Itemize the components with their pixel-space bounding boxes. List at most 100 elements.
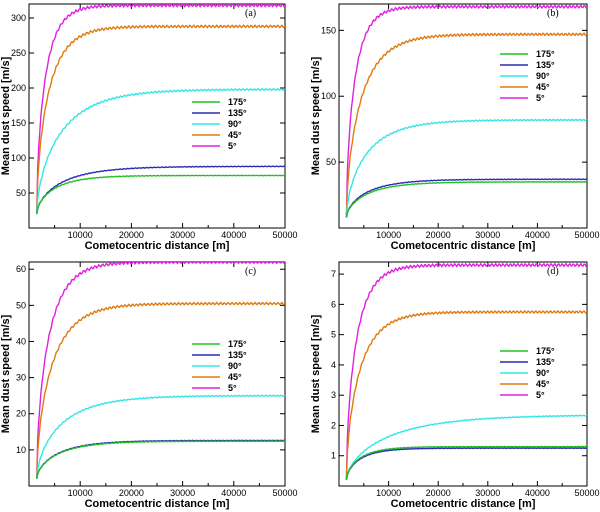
x-axis-title: Cometocentric distance [m] bbox=[85, 240, 230, 252]
series-line-135 bbox=[36, 439, 285, 479]
series-line-45 bbox=[345, 309, 587, 480]
chart-panel-3: 10000 20000 30000 40000 50000 10 20 30 40 50 60 Com… bbox=[0, 261, 298, 510]
y-tick-label: 30 bbox=[16, 373, 26, 383]
legend-label-90: 90° bbox=[536, 368, 550, 378]
x-tick-label: 10000 bbox=[68, 488, 93, 498]
series-line-90 bbox=[345, 414, 587, 480]
plot-frame bbox=[28, 261, 286, 487]
x-tick-label: 50000 bbox=[272, 230, 297, 240]
panel-tag: (a) bbox=[245, 8, 256, 19]
series-line-45 bbox=[36, 301, 285, 478]
legend-label-135: 135° bbox=[536, 357, 555, 367]
series-line-135 bbox=[345, 447, 587, 481]
legend-label-90: 90° bbox=[536, 71, 550, 81]
series-line-175 bbox=[345, 445, 587, 481]
legend-label-90: 90° bbox=[228, 119, 242, 129]
y-tick-label: 5 bbox=[331, 330, 336, 340]
series-line-5 bbox=[345, 262, 587, 480]
series-line-135 bbox=[345, 178, 587, 218]
series-line-45 bbox=[36, 24, 285, 214]
legend-label-45: 45° bbox=[228, 130, 242, 140]
legend-label-135: 135° bbox=[228, 108, 247, 118]
x-tick-label: 40000 bbox=[221, 230, 246, 240]
chart-panel-2: 10000 20000 30000 40000 50000 50 100 150 Cometoc… bbox=[310, 3, 600, 252]
y-tick-label: 50 bbox=[16, 188, 26, 198]
chart-panel-4: 10000 20000 30000 40000 50000 1 2 3 4 5 6 7 Cometoce… bbox=[310, 261, 600, 510]
x-tick-label: 50000 bbox=[574, 488, 599, 498]
series-line-45 bbox=[345, 32, 587, 217]
series-line-175 bbox=[345, 180, 587, 218]
legend-label-45: 45° bbox=[536, 379, 550, 389]
x-tick-label: 50000 bbox=[272, 488, 297, 498]
x-tick-label: 10000 bbox=[376, 230, 401, 240]
y-axis-title: Mean dust speed [m/s] bbox=[310, 314, 322, 433]
x-tick-label: 40000 bbox=[221, 488, 246, 498]
panel-tag: (d) bbox=[547, 266, 559, 277]
panel-tag: (b) bbox=[547, 8, 559, 19]
series-line-5 bbox=[36, 4, 285, 215]
y-tick-label: 100 bbox=[321, 91, 336, 101]
series-line-175 bbox=[36, 174, 285, 215]
legend: 175°135°90°45°5° bbox=[192, 339, 247, 393]
y-axis-title: Mean dust speed [m/s] bbox=[0, 314, 12, 433]
legend: 175°135°90°45°5° bbox=[500, 49, 555, 103]
x-axis-title: Cometocentric distance [m] bbox=[391, 240, 536, 252]
x-tick-label: 20000 bbox=[119, 488, 144, 498]
legend-label-5: 5° bbox=[536, 390, 545, 400]
legend-label-175: 175° bbox=[536, 49, 555, 59]
y-tick-label: 1 bbox=[331, 451, 336, 461]
legend: 175°135°90°45°5° bbox=[192, 97, 247, 151]
x-axis-title: Cometocentric distance [m] bbox=[85, 498, 230, 510]
y-tick-label: 60 bbox=[16, 264, 26, 274]
series-line-90 bbox=[345, 118, 587, 217]
panel-tag: (c) bbox=[245, 266, 256, 277]
x-tick-label: 30000 bbox=[475, 488, 500, 498]
y-tick-label: 300 bbox=[11, 13, 26, 23]
legend-label-90: 90° bbox=[228, 361, 242, 371]
legend-label-5: 5° bbox=[228, 383, 237, 393]
series-line-135 bbox=[36, 165, 285, 215]
legend-label-135: 135° bbox=[536, 60, 555, 70]
y-axis-title: Mean dust speed [m/s] bbox=[0, 56, 12, 175]
x-tick-label: 30000 bbox=[170, 230, 195, 240]
x-tick-label: 50000 bbox=[574, 230, 599, 240]
legend-label-175: 175° bbox=[228, 97, 247, 107]
series-line-5 bbox=[345, 4, 587, 218]
x-tick-label: 30000 bbox=[170, 488, 195, 498]
y-tick-label: 3 bbox=[331, 390, 336, 400]
y-tick-label: 200 bbox=[11, 83, 26, 93]
legend-label-135: 135° bbox=[228, 350, 247, 360]
chart-panel-1: 10000 20000 30000 40000 50000 50 100 150 200 250 3… bbox=[0, 3, 298, 252]
legend-label-45: 45° bbox=[228, 372, 242, 382]
y-tick-label: 6 bbox=[331, 299, 336, 309]
y-tick-label: 250 bbox=[11, 48, 26, 58]
x-tick-label: 10000 bbox=[68, 230, 93, 240]
x-tick-label: 20000 bbox=[426, 230, 451, 240]
y-tick-label: 20 bbox=[16, 409, 26, 419]
x-tick-label: 40000 bbox=[525, 488, 550, 498]
y-axis-title: Mean dust speed [m/s] bbox=[310, 56, 322, 175]
y-tick-label: 150 bbox=[321, 25, 336, 35]
legend-label-175: 175° bbox=[228, 339, 247, 349]
y-tick-label: 2 bbox=[331, 420, 336, 430]
legend: 175°135°90°45°5° bbox=[500, 346, 555, 400]
legend-label-5: 5° bbox=[536, 93, 545, 103]
x-tick-label: 40000 bbox=[525, 230, 550, 240]
y-tick-label: 4 bbox=[331, 360, 336, 370]
legend-label-5: 5° bbox=[228, 141, 237, 151]
y-tick-label: 50 bbox=[326, 157, 336, 167]
series-line-5 bbox=[36, 262, 285, 479]
y-tick-label: 100 bbox=[11, 153, 26, 163]
y-tick-label: 10 bbox=[16, 445, 26, 455]
y-tick-label: 50 bbox=[16, 300, 26, 310]
x-axis-title: Cometocentric distance [m] bbox=[391, 498, 536, 510]
x-tick-label: 20000 bbox=[119, 230, 144, 240]
y-tick-label: 7 bbox=[331, 269, 336, 279]
series-line-175 bbox=[36, 440, 285, 480]
y-tick-label: 40 bbox=[16, 336, 26, 346]
x-tick-label: 10000 bbox=[376, 488, 401, 498]
x-tick-label: 20000 bbox=[426, 488, 451, 498]
series-line-90 bbox=[36, 87, 285, 214]
legend-label-45: 45° bbox=[536, 82, 550, 92]
